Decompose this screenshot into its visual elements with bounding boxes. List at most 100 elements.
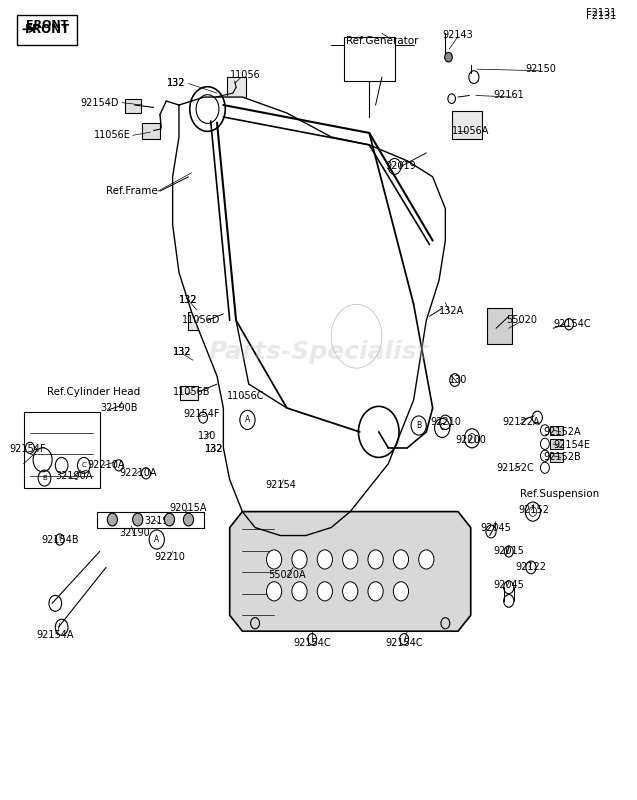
- Text: 92150: 92150: [525, 64, 556, 74]
- Circle shape: [393, 550, 408, 569]
- Text: F2131: F2131: [586, 11, 617, 21]
- Text: 92161: 92161: [494, 90, 524, 101]
- Text: F2131: F2131: [586, 8, 617, 18]
- Circle shape: [393, 582, 408, 601]
- Text: 92143: 92143: [443, 30, 473, 40]
- Text: 11056B: 11056B: [173, 387, 210, 397]
- Bar: [125, 98, 141, 113]
- Text: 92154D: 92154D: [80, 98, 119, 108]
- Bar: [24, 412, 100, 488]
- Bar: [487, 308, 512, 344]
- Bar: [233, 388, 250, 402]
- Text: 32190B: 32190B: [100, 403, 138, 413]
- Text: 92154: 92154: [265, 480, 296, 490]
- Polygon shape: [298, 263, 415, 410]
- Text: 92154C: 92154C: [554, 319, 591, 330]
- Text: B: B: [416, 421, 421, 430]
- Text: 92154C: 92154C: [385, 638, 423, 648]
- Text: 92154A: 92154A: [36, 630, 74, 640]
- Text: 92015: 92015: [493, 546, 524, 557]
- Circle shape: [266, 550, 282, 569]
- Circle shape: [368, 582, 383, 601]
- Text: A: A: [245, 415, 250, 425]
- Bar: [180, 386, 198, 400]
- Text: 92019: 92019: [385, 162, 417, 171]
- Circle shape: [317, 582, 333, 601]
- Text: 92045: 92045: [481, 522, 512, 533]
- Text: 92152B: 92152B: [544, 452, 582, 462]
- Bar: [227, 77, 246, 97]
- Bar: [550, 426, 562, 435]
- Text: 132: 132: [173, 347, 191, 357]
- Circle shape: [343, 550, 358, 569]
- Bar: [452, 110, 482, 138]
- Text: 92152A: 92152A: [544, 427, 582, 437]
- Text: 32190A: 32190A: [55, 470, 93, 481]
- Text: 92210: 92210: [154, 552, 185, 562]
- Text: 130: 130: [449, 375, 467, 385]
- Circle shape: [331, 304, 382, 368]
- Text: 92154F: 92154F: [10, 445, 47, 454]
- Text: 132: 132: [204, 445, 223, 454]
- Text: 32190: 32190: [145, 516, 175, 526]
- Circle shape: [292, 582, 307, 601]
- Text: 11056A: 11056A: [452, 126, 489, 135]
- Text: Ref.Cylinder Head: Ref.Cylinder Head: [47, 387, 140, 397]
- Text: A: A: [154, 535, 159, 544]
- Polygon shape: [230, 512, 471, 631]
- Text: 132: 132: [204, 445, 223, 454]
- Text: C: C: [82, 462, 86, 468]
- Text: 11056E: 11056E: [94, 130, 131, 140]
- Text: 92210: 92210: [430, 418, 461, 427]
- Circle shape: [445, 53, 452, 62]
- Text: 132: 132: [179, 295, 197, 306]
- Text: FRONT: FRONT: [26, 20, 68, 30]
- Text: 11056C: 11056C: [227, 391, 264, 401]
- Circle shape: [292, 550, 307, 569]
- Text: 92154E: 92154E: [554, 441, 590, 450]
- Text: 92015A: 92015A: [169, 502, 207, 513]
- Text: 132: 132: [173, 347, 191, 357]
- Circle shape: [107, 514, 117, 526]
- Text: 92152C: 92152C: [496, 462, 534, 473]
- Text: B: B: [42, 475, 47, 481]
- FancyBboxPatch shape: [17, 15, 78, 46]
- Text: FRONT: FRONT: [24, 22, 69, 36]
- Circle shape: [317, 550, 333, 569]
- Text: 92154F: 92154F: [183, 410, 219, 419]
- Polygon shape: [173, 97, 445, 535]
- Circle shape: [183, 514, 194, 526]
- Bar: [344, 38, 394, 81]
- Bar: [550, 439, 562, 449]
- Text: Ref.Generator: Ref.Generator: [346, 36, 418, 46]
- Text: 92210A: 92210A: [87, 460, 125, 470]
- Circle shape: [164, 514, 175, 526]
- Text: 92154C: 92154C: [294, 638, 331, 648]
- Text: 132A: 132A: [439, 306, 464, 316]
- Text: Ref.Suspension: Ref.Suspension: [520, 489, 599, 499]
- Bar: [189, 312, 208, 330]
- Text: Parts-Specialist: Parts-Specialist: [208, 340, 429, 364]
- Text: C: C: [440, 423, 445, 433]
- Text: 132: 132: [166, 78, 185, 88]
- Bar: [550, 453, 562, 462]
- Text: Ref.Frame: Ref.Frame: [106, 186, 157, 196]
- Text: 132: 132: [166, 78, 185, 88]
- Text: 32190: 32190: [119, 528, 150, 538]
- Circle shape: [132, 514, 143, 526]
- Circle shape: [343, 582, 358, 601]
- Bar: [142, 122, 160, 138]
- Text: 11056: 11056: [230, 70, 261, 80]
- Text: 130: 130: [198, 431, 217, 441]
- Text: 92210A: 92210A: [119, 468, 157, 478]
- Text: 11056D: 11056D: [182, 315, 220, 326]
- Text: 92152: 92152: [519, 505, 550, 515]
- Circle shape: [266, 582, 282, 601]
- Circle shape: [368, 550, 383, 569]
- Text: 132: 132: [179, 295, 197, 306]
- Text: 55020: 55020: [506, 315, 537, 326]
- Text: 92045: 92045: [493, 580, 524, 590]
- Text: 92122A: 92122A: [503, 418, 540, 427]
- Text: 92154B: 92154B: [41, 534, 78, 545]
- Text: 55020A: 55020A: [268, 570, 306, 580]
